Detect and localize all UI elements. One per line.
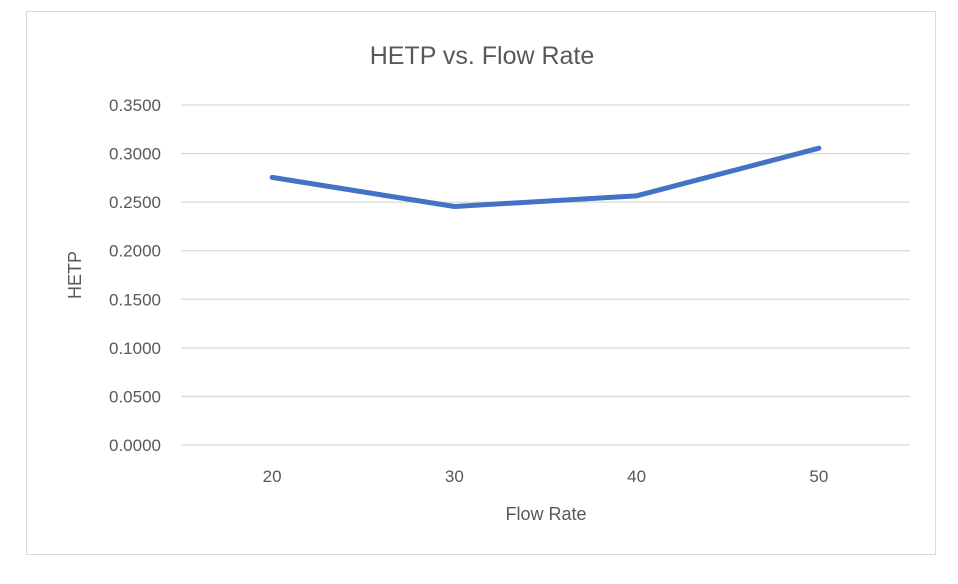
y-tick-label: 0.3000 [109, 145, 161, 164]
series-line [269, 145, 822, 209]
x-tick-labels: 20 30 40 50 [263, 467, 829, 486]
x-tick-label: 40 [627, 467, 646, 486]
y-tick-label: 0.0000 [109, 436, 161, 455]
x-tick-label: 30 [445, 467, 464, 486]
chart-frame [26, 11, 936, 555]
y-tick-label: 0.0500 [109, 387, 161, 406]
y-tick-label: 0.1000 [109, 339, 161, 358]
gridlines [181, 104, 910, 446]
y-tick-label: 0.3500 [109, 96, 161, 115]
y-tick-labels: 0.0000 0.0500 0.1000 0.1500 0.2000 0.2500 0.30… [109, 96, 161, 455]
series-lines [269, 145, 822, 209]
x-axis-title: Flow Rate [505, 504, 586, 524]
chart-title: HETP vs. Flow Rate [370, 42, 595, 70]
x-tick-label: 50 [809, 467, 828, 486]
x-tick-label: 20 [263, 467, 282, 486]
y-tick-label: 0.1500 [109, 290, 161, 309]
y-tick-label: 0.2000 [109, 242, 161, 261]
y-tick-label: 0.2500 [109, 193, 161, 212]
y-axis-title: HETP [65, 251, 85, 299]
